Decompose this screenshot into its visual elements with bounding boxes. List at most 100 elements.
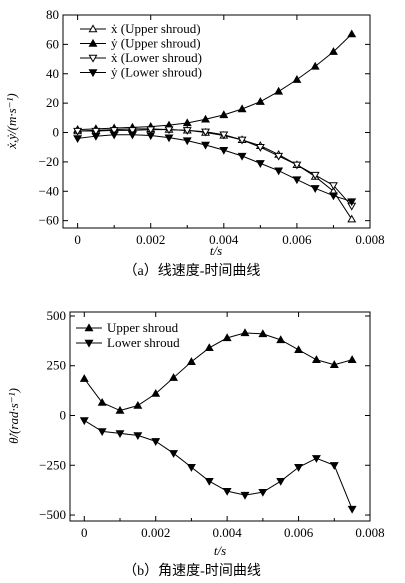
axes: 0 0.002 0.004 0.006 0.008 −500 −250 0 250 500 [39, 308, 384, 540]
legend-entry: ẋ (Upper shroud) [80, 21, 201, 36]
data-point [274, 152, 284, 161]
data-point [240, 328, 250, 337]
data-point [97, 397, 107, 406]
data-point [347, 198, 357, 207]
x-axis-label: t/s [210, 243, 222, 258]
data-point [347, 29, 357, 38]
data-point [133, 400, 143, 409]
y-tick-label: 80 [46, 7, 59, 22]
y-tick-label: 20 [46, 95, 59, 110]
data-point [329, 462, 339, 470]
data-point [276, 335, 286, 344]
data-point [237, 104, 247, 113]
y-tick-label: −60 [39, 213, 59, 228]
data-point [186, 464, 196, 472]
legend-marker [84, 323, 94, 332]
data-point [310, 61, 320, 70]
data-point [328, 182, 338, 191]
data-point [292, 161, 302, 170]
data-point [151, 438, 161, 446]
y-tick-label: 60 [46, 36, 59, 51]
x-tick-label: 0.008 [355, 525, 384, 540]
data-point [73, 127, 83, 136]
data-point [255, 97, 265, 105]
series-1 [79, 328, 357, 414]
data-point [127, 127, 137, 135]
data-point [258, 488, 268, 497]
x-tick-label: 0.002 [136, 232, 165, 247]
data-point [79, 374, 89, 382]
legend-entry: Lower shroud [76, 335, 180, 350]
plot-frame [62, 14, 371, 229]
data-point [255, 160, 265, 168]
data-point [219, 146, 229, 155]
legend-label: Lower shroud [107, 335, 180, 350]
series-group [73, 29, 357, 223]
data-point [201, 141, 210, 150]
data-point [222, 333, 232, 342]
data-point [222, 487, 232, 496]
chart-linear-velocity: 0 0.002 0.004 0.006 0.008−60−40−20020406080 … [4, 7, 385, 279]
data-point [73, 135, 83, 144]
data-point [204, 343, 214, 352]
series-line [83, 332, 353, 412]
x-axis-label: t/s [214, 543, 226, 558]
data-point [109, 127, 119, 135]
data-point [201, 114, 210, 123]
y-tick-label: −500 [39, 507, 66, 522]
series-group [79, 328, 357, 514]
legend-entry: ẋ (Lower shroud) [80, 50, 202, 65]
x-tick-label: 0.004 [213, 525, 243, 540]
data-point [329, 360, 339, 368]
data-point [186, 357, 196, 365]
data-point [169, 450, 179, 458]
series-2 [79, 417, 357, 514]
data-point [311, 355, 321, 363]
plot-frame [69, 311, 371, 522]
data-point [133, 432, 143, 441]
data-point [201, 128, 210, 137]
data-point [164, 126, 174, 135]
y-tick-label: 500 [47, 308, 67, 323]
legend-entry: Upper shroud [76, 320, 179, 335]
data-point [292, 176, 302, 185]
legend: ẋ (Upper shroud)ẏ (Upper shroud)ẋ (Lower… [80, 21, 202, 80]
data-point [79, 417, 89, 426]
data-point [204, 477, 214, 486]
y-tick-label: −250 [39, 457, 66, 472]
x-tick-label: 0.002 [141, 525, 170, 540]
series-3 [73, 126, 357, 211]
legend-label: Upper shroud [107, 320, 179, 335]
legend-entry: ẏ (Upper shroud) [80, 36, 201, 51]
data-point [164, 134, 174, 143]
legend-label: ẋ (Lower shroud) [111, 50, 202, 65]
y-tick-label: 0 [60, 408, 67, 423]
axes: 0 0.002 0.004 0.006 0.008 −60 −40 −20 0 20 40 60 80 [39, 7, 385, 247]
data-point [292, 75, 302, 83]
y-tick-label: −20 [39, 154, 59, 169]
data-point [347, 355, 357, 363]
data-point [97, 428, 107, 437]
data-point [182, 137, 192, 146]
chart-caption: （b）角速度-时间曲线 [123, 563, 261, 579]
y-tick-label: 0 [53, 125, 60, 140]
data-point [328, 192, 338, 201]
legend-marker [88, 38, 98, 47]
legend-label: ẏ (Lower shroud) [111, 65, 202, 80]
data-point [274, 86, 284, 95]
data-point [310, 185, 320, 193]
data-point [127, 131, 137, 140]
x-tick-label: 0 [81, 525, 88, 540]
data-point [91, 127, 101, 136]
legend-marker [84, 339, 94, 348]
data-point [258, 329, 268, 338]
data-point [115, 405, 125, 414]
y-tick-label: −40 [39, 183, 59, 198]
data-point [310, 171, 320, 180]
data-point [237, 136, 247, 145]
legend-entry: ẏ (Lower shroud) [80, 65, 202, 80]
data-point [347, 214, 357, 223]
series-line [77, 134, 352, 203]
